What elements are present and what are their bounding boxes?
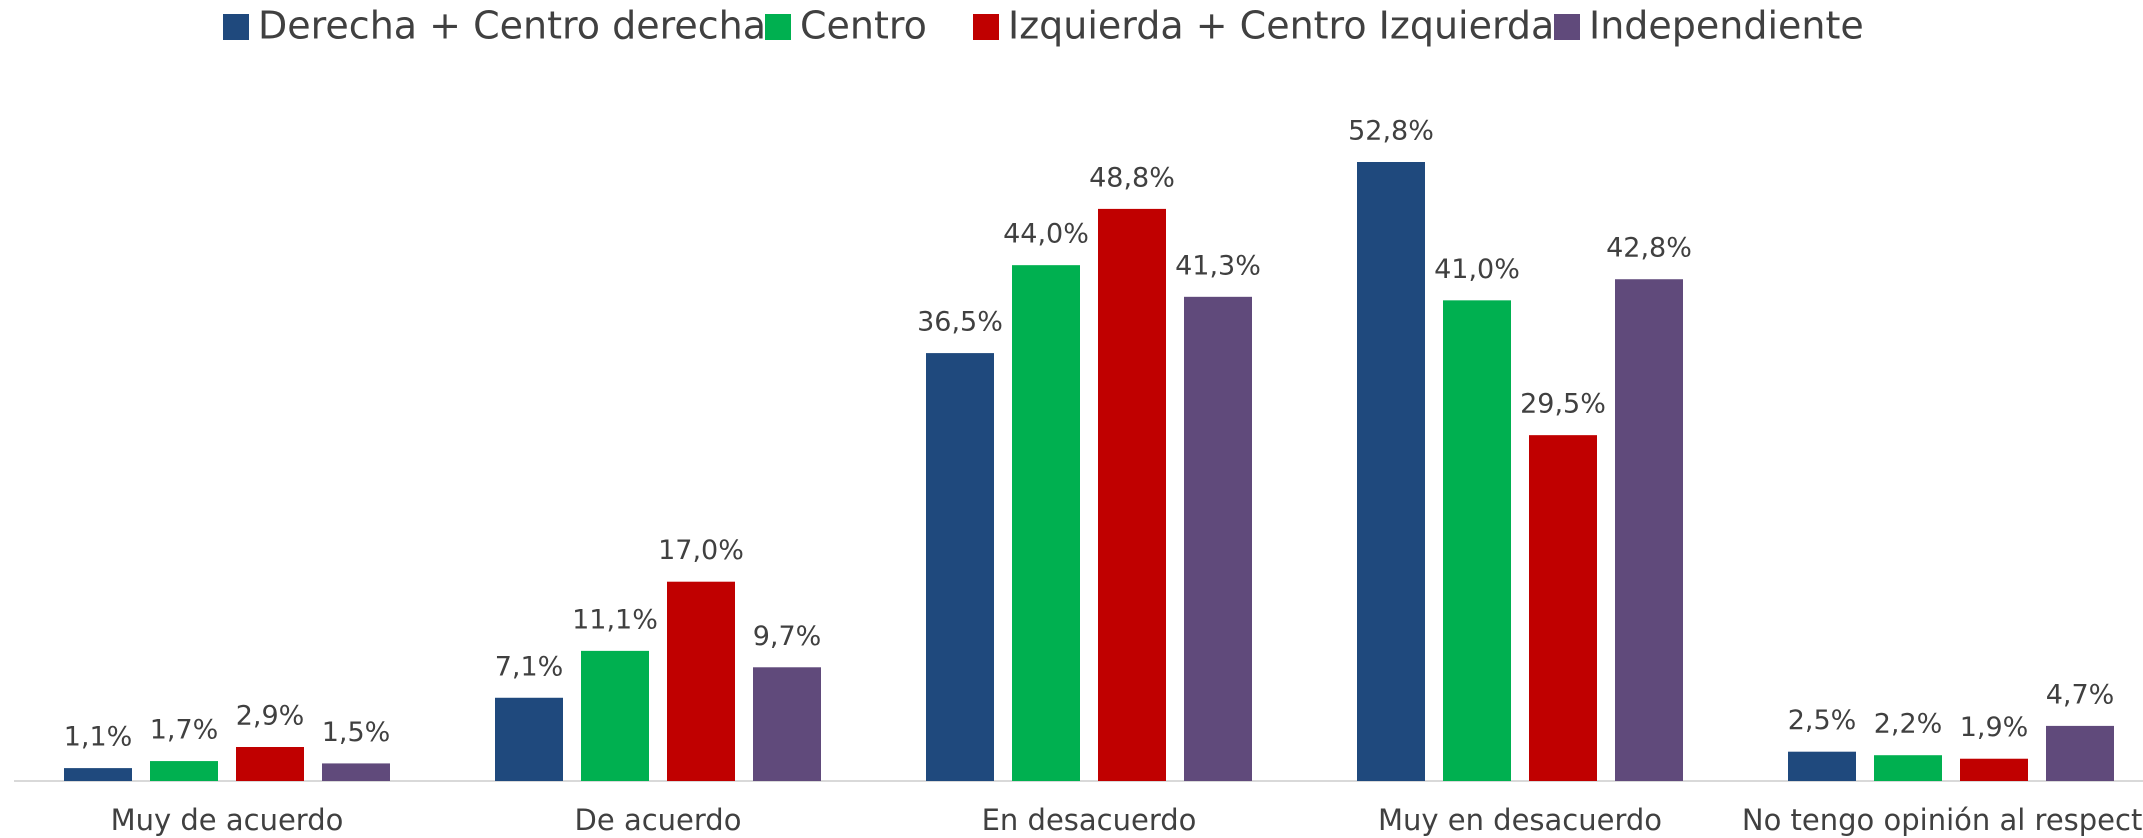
bar	[150, 761, 218, 781]
value-label: 11,1%	[572, 604, 658, 635]
legend-label: Independiente	[1589, 4, 1864, 48]
value-label: 1,5%	[322, 717, 391, 748]
bar	[1529, 435, 1597, 781]
value-label: 44,0%	[1003, 219, 1089, 250]
value-label: 7,1%	[495, 651, 564, 682]
legend-swatch	[223, 14, 249, 40]
value-label: 2,2%	[1874, 709, 1943, 740]
bar	[1874, 755, 1942, 781]
x-tick-label: Muy de acuerdo	[111, 803, 344, 837]
bar	[1012, 265, 1080, 782]
x-tick-label: No tengo opinión al respecto	[1742, 803, 2143, 837]
bar	[322, 763, 390, 781]
bar	[64, 768, 132, 781]
bar	[1184, 296, 1252, 781]
bar	[753, 667, 821, 781]
value-label: 2,9%	[236, 701, 305, 732]
value-label: 9,7%	[753, 621, 822, 652]
value-label: 1,7%	[150, 715, 219, 746]
legend-label: Derecha + Centro derecha	[258, 4, 766, 48]
legend-label: Centro	[800, 4, 927, 48]
value-label: 17,0%	[658, 535, 744, 566]
bar	[236, 747, 304, 781]
value-label: 29,5%	[1520, 389, 1606, 420]
bar	[2046, 725, 2114, 781]
bar	[1960, 758, 2028, 781]
bar	[1788, 751, 1856, 781]
value-label: 1,9%	[1960, 712, 2029, 743]
x-tick-label: En desacuerdo	[982, 803, 1197, 837]
value-label: 48,8%	[1089, 162, 1175, 193]
value-label: 52,8%	[1348, 116, 1434, 147]
value-label: 36,5%	[917, 307, 1003, 338]
bar	[581, 650, 649, 781]
value-label: 42,8%	[1606, 233, 1692, 264]
legend-swatch	[973, 14, 999, 40]
bar	[1098, 208, 1166, 782]
bar	[1615, 279, 1683, 781]
legend-swatch	[765, 14, 791, 40]
value-label: 1,1%	[64, 722, 133, 753]
bar	[1443, 300, 1511, 781]
value-label: 41,3%	[1175, 250, 1261, 281]
legend-label: Izquierda + Centro Izquierda	[1008, 4, 1554, 48]
bar	[1357, 162, 1425, 781]
bar	[926, 353, 994, 781]
legend-swatch	[1554, 14, 1580, 40]
bar	[495, 697, 563, 781]
value-label: 4,7%	[2046, 679, 2115, 710]
x-tick-label: Muy en desacuerdo	[1378, 803, 1662, 837]
value-label: 2,5%	[1788, 705, 1857, 736]
value-label: 41,0%	[1434, 254, 1520, 285]
x-tick-label: De acuerdo	[575, 803, 742, 837]
bar	[667, 581, 735, 781]
